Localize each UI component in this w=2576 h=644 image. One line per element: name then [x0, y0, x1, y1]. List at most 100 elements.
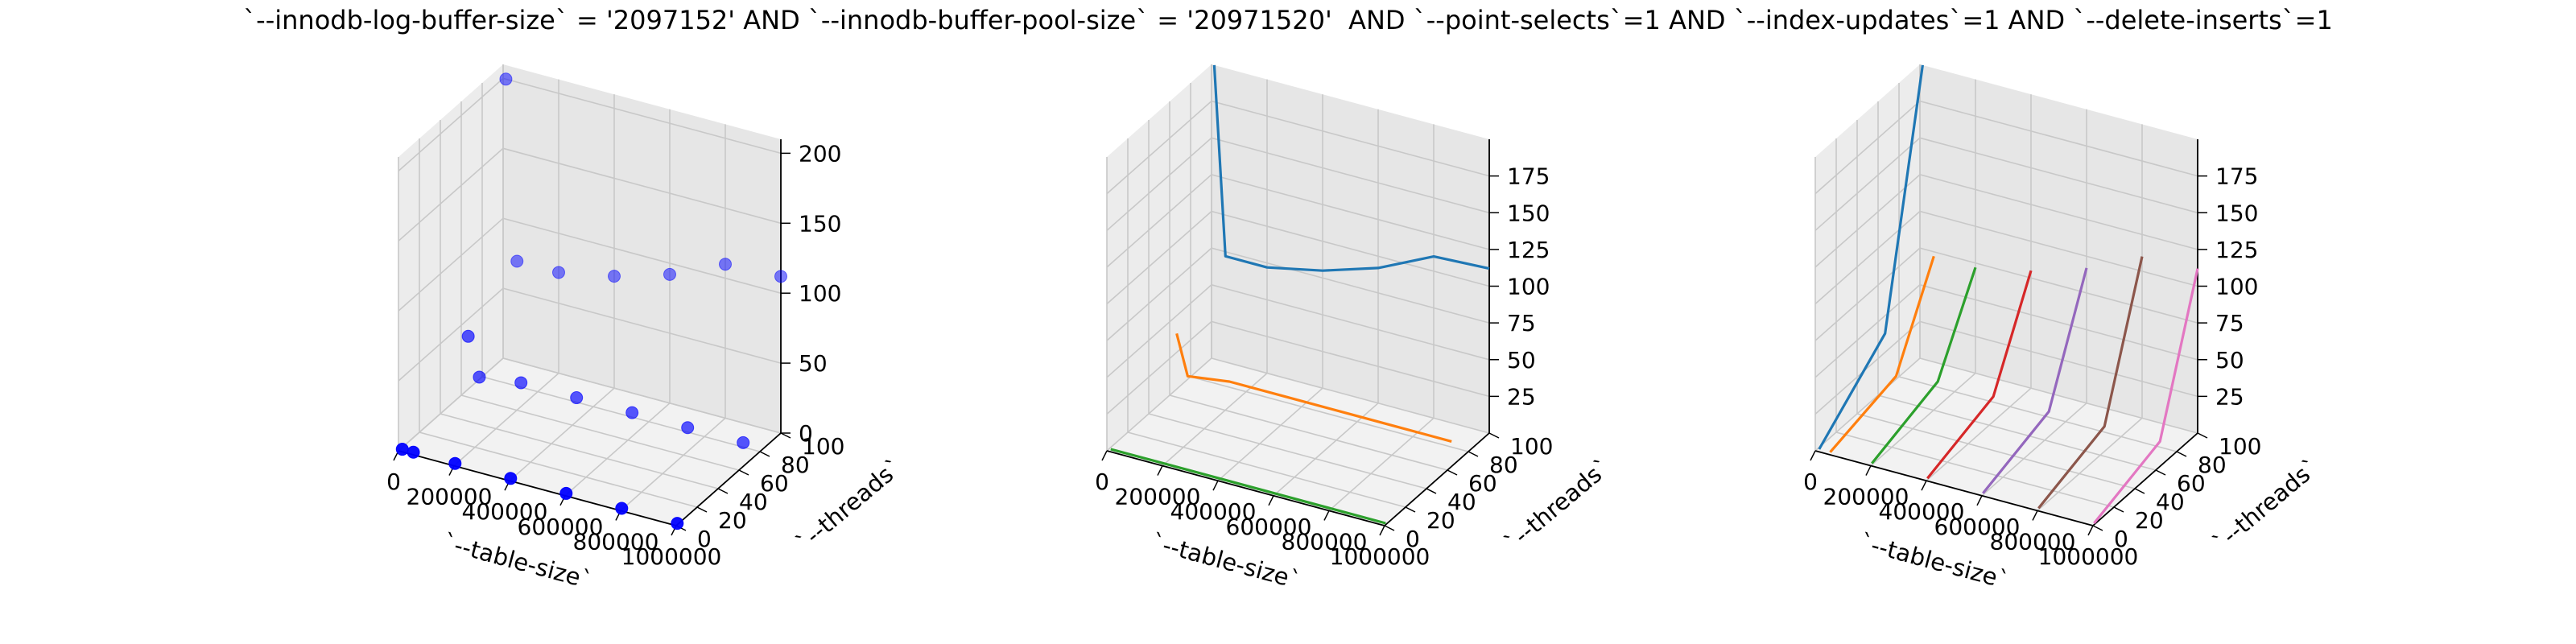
z-gridline — [1106, 210, 1490, 305]
z-tick-label: 75 — [2215, 310, 2244, 336]
line-3d-chart-by-threads: 0200000400000600000800000100000002040608… — [1095, 64, 1610, 594]
y-tick — [1447, 469, 1458, 476]
z-tick-label: 75 — [1507, 310, 1536, 336]
y-gridline — [1898, 83, 2178, 452]
data-point — [514, 376, 528, 390]
x-tick-label: 400000 — [1170, 498, 1257, 525]
y-tick-label: 40 — [1447, 489, 1476, 515]
y-tick-label: 40 — [739, 489, 768, 515]
y-tick-label: 60 — [760, 470, 789, 497]
data-point — [473, 370, 486, 384]
y-tick-label: 40 — [2156, 489, 2185, 515]
z-gridline — [398, 287, 782, 382]
x-tick-label: 800000 — [573, 528, 659, 555]
z-tick-label: 50 — [799, 350, 828, 377]
x-tick-label: 0 — [1803, 469, 1818, 495]
z-gridline — [1814, 210, 2198, 305]
y-tick — [2092, 525, 2103, 531]
y-tick-label: 0 — [697, 526, 712, 552]
data-point — [570, 391, 584, 405]
y-tick — [780, 432, 791, 439]
z-gridline — [1814, 100, 2198, 195]
series-line — [2037, 256, 2144, 510]
y-gridline — [1919, 64, 2198, 434]
z-gridline — [1814, 283, 2198, 378]
x-tick-label: 0 — [386, 469, 401, 495]
data-point — [510, 254, 524, 268]
scatter-3d-chart: 0200000400000600000800000100000002040608… — [386, 64, 902, 594]
x-tick-label: 1000000 — [1330, 543, 1430, 570]
z-gridline — [1106, 137, 1490, 231]
x-tick — [1810, 450, 1816, 461]
figure-title: `--innodb-log-buffer-size` = '2097152' A… — [243, 5, 2333, 35]
y-tick — [2197, 432, 2208, 439]
data-point — [663, 267, 676, 281]
z-gridline — [1814, 320, 2198, 415]
floor-pane — [398, 358, 781, 526]
y-tick-label: 60 — [1468, 470, 1497, 497]
x-tick — [1379, 525, 1385, 536]
x-tick — [1212, 480, 1219, 491]
x-tick — [1268, 495, 1274, 506]
y-tick — [2113, 506, 2124, 513]
y-tick-label: 0 — [2114, 526, 2128, 552]
x-tick — [1323, 510, 1330, 521]
z-gridline — [1814, 247, 2198, 341]
z-tick-label: 50 — [2215, 347, 2244, 374]
data-point — [719, 258, 732, 271]
z-gridline — [398, 217, 782, 312]
x-tick — [1921, 480, 1927, 491]
x-tick-label: 0 — [1095, 469, 1109, 495]
series-line — [1818, 64, 1924, 450]
y-tick — [759, 451, 770, 457]
y-tick — [696, 506, 708, 513]
series-line — [1212, 64, 1490, 272]
y-gridline — [1148, 120, 1427, 489]
z-tick-label: 100 — [799, 280, 841, 307]
floor-pane — [1815, 358, 2198, 526]
y-tick — [738, 469, 749, 476]
x-tick-label: 200000 — [1823, 484, 1909, 510]
x-axis-line — [1814, 450, 2094, 526]
y-tick-label: 0 — [1406, 526, 1420, 552]
y-tick-label: 20 — [2135, 507, 2164, 534]
x-axis-line — [398, 450, 677, 526]
x-tick — [1101, 450, 1108, 461]
data-point — [499, 72, 513, 86]
y-tick — [1384, 525, 1395, 531]
z-tick-label: 125 — [2215, 237, 2258, 263]
x-tick-label: 200000 — [407, 484, 493, 510]
z-tick-label: 175 — [1507, 163, 1550, 190]
z-tick-label: 150 — [1507, 200, 1550, 226]
z-tick-label: 25 — [2215, 383, 2244, 410]
x-tick-label: 1000000 — [2038, 543, 2139, 570]
series-line — [1110, 448, 1386, 525]
series-line — [1982, 267, 2088, 494]
data-point — [671, 517, 684, 530]
data-point — [615, 502, 629, 515]
y-tick-label: 20 — [1426, 507, 1455, 534]
data-point — [774, 270, 787, 283]
data-point — [504, 472, 518, 485]
y-gridline — [1127, 138, 1406, 508]
series-line — [1829, 255, 1935, 453]
data-point — [737, 436, 750, 449]
series-line — [2093, 268, 2199, 525]
data-point — [448, 456, 462, 470]
data-point — [625, 406, 639, 419]
series-line — [1926, 270, 2033, 480]
x-tick — [1976, 495, 1983, 506]
y-tick — [1468, 451, 1479, 457]
z-tick-label: 100 — [1507, 274, 1550, 300]
data-point — [407, 445, 420, 459]
y-tick — [2176, 451, 2187, 457]
series-line — [1871, 266, 1977, 464]
data-point — [552, 266, 565, 279]
data-point — [608, 270, 621, 283]
x-tick-label: 400000 — [462, 498, 548, 525]
line-3d-chart-by-table-size: 0200000400000600000800000100000002040608… — [1803, 64, 2318, 594]
x-tick-label: 200000 — [1115, 484, 1201, 510]
z-tick-label: 150 — [799, 210, 841, 237]
x-tick — [2087, 525, 2094, 536]
y-tick — [717, 488, 729, 494]
